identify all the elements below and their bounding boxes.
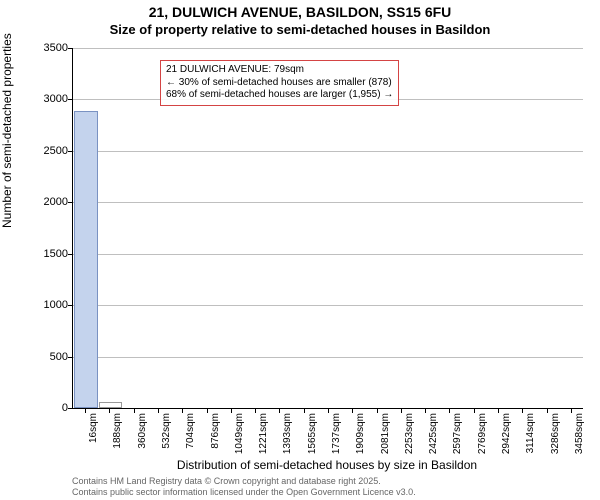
x-tickmark	[304, 408, 305, 413]
y-tickmark	[68, 357, 73, 358]
gridline	[73, 357, 583, 358]
x-tickmark	[498, 408, 499, 413]
x-tick-label: 3286sqm	[550, 413, 561, 463]
y-tick-label: 3000	[20, 93, 68, 105]
y-axis-label: Number of semi-detached properties	[0, 33, 14, 228]
x-tickmark	[255, 408, 256, 413]
credits-line-2: Contains public sector information licen…	[72, 487, 416, 498]
y-tick-label: 1000	[20, 299, 68, 311]
x-tick-label: 1909sqm	[355, 413, 366, 463]
x-tickmark	[425, 408, 426, 413]
x-tickmark	[547, 408, 548, 413]
chart-title-line-1: 21, DULWICH AVENUE, BASILDON, SS15 6FU	[0, 4, 600, 20]
x-tickmark	[401, 408, 402, 413]
y-tickmark	[68, 48, 73, 49]
x-tickmark	[231, 408, 232, 413]
property-size-chart: 21, DULWICH AVENUE, BASILDON, SS15 6FU S…	[0, 0, 600, 500]
x-tickmark	[377, 408, 378, 413]
y-tick-label: 1500	[20, 248, 68, 260]
annotation-line-2: ← 30% of semi-detached houses are smalle…	[166, 77, 393, 90]
x-tickmark	[522, 408, 523, 413]
x-tick-label: 1393sqm	[282, 413, 293, 463]
x-tick-label: 3114sqm	[525, 413, 536, 463]
x-tick-label: 532sqm	[161, 413, 172, 463]
x-tickmark	[207, 408, 208, 413]
x-tickmark	[571, 408, 572, 413]
y-tickmark	[68, 99, 73, 100]
x-tick-label: 188sqm	[112, 413, 123, 463]
x-tickmark	[328, 408, 329, 413]
x-tickmark	[474, 408, 475, 413]
x-tick-label: 2769sqm	[477, 413, 488, 463]
y-tickmark	[68, 151, 73, 152]
y-tick-label: 0	[20, 402, 68, 414]
gridline	[73, 202, 583, 203]
annotation-line-3: 68% of semi-detached houses are larger (…	[166, 89, 393, 102]
x-tick-label: 1565sqm	[307, 413, 318, 463]
x-tick-label: 2942sqm	[501, 413, 512, 463]
x-tickmark	[109, 408, 110, 413]
x-tick-label: 3458sqm	[574, 413, 585, 463]
gridline	[73, 151, 583, 152]
x-tick-label: 704sqm	[185, 413, 196, 463]
y-tickmark	[68, 305, 73, 306]
gridline	[73, 254, 583, 255]
x-tick-label: 360sqm	[137, 413, 148, 463]
x-tick-label: 876sqm	[210, 413, 221, 463]
annotation-line-1: 21 DULWICH AVENUE: 79sqm	[166, 64, 393, 77]
x-tick-label: 2253sqm	[404, 413, 415, 463]
y-tickmark	[68, 254, 73, 255]
x-tickmark	[182, 408, 183, 413]
credits: Contains HM Land Registry data © Crown c…	[72, 476, 416, 498]
y-tick-label: 500	[20, 351, 68, 363]
y-tickmark	[68, 408, 73, 409]
x-tick-label: 2597sqm	[452, 413, 463, 463]
x-tickmark	[85, 408, 86, 413]
chart-title-line-2: Size of property relative to semi-detach…	[0, 22, 600, 37]
x-tickmark	[134, 408, 135, 413]
x-tick-label: 2081sqm	[380, 413, 391, 463]
x-tick-label: 1737sqm	[331, 413, 342, 463]
x-tick-label: 16sqm	[88, 413, 99, 463]
credits-line-1: Contains HM Land Registry data © Crown c…	[72, 476, 416, 487]
y-tick-label: 2000	[20, 196, 68, 208]
annotation-box: 21 DULWICH AVENUE: 79sqm ← 30% of semi-d…	[160, 60, 399, 106]
x-tickmark	[158, 408, 159, 413]
highlighted-bar	[74, 111, 97, 408]
y-tickmark	[68, 202, 73, 203]
x-tick-label: 1049sqm	[234, 413, 245, 463]
x-tickmark	[449, 408, 450, 413]
y-tick-label: 3500	[20, 42, 68, 54]
y-tick-label: 2500	[20, 145, 68, 157]
gridline	[73, 305, 583, 306]
x-tickmark	[352, 408, 353, 413]
x-tickmark	[279, 408, 280, 413]
gridline	[73, 48, 583, 49]
x-tick-label: 1221sqm	[258, 413, 269, 463]
x-tick-label: 2425sqm	[428, 413, 439, 463]
